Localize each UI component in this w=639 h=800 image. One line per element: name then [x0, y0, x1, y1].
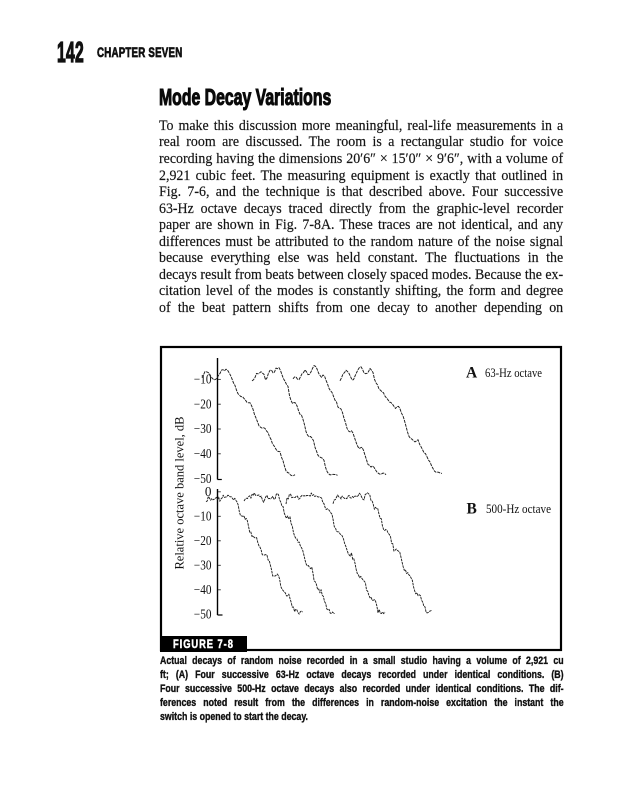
svg-text:−10: −10 [194, 372, 212, 387]
svg-text:−50: −50 [194, 471, 212, 486]
svg-text:−40: −40 [194, 582, 212, 597]
svg-text:−20: −20 [194, 396, 212, 411]
svg-text:−30: −30 [194, 558, 212, 573]
svg-text:Relative octave band level, dB: Relative octave band level, dB [173, 416, 187, 569]
svg-text:−50: −50 [194, 607, 212, 622]
svg-text:A: A [466, 364, 478, 381]
svg-text:500-Hz octave: 500-Hz octave [486, 502, 551, 516]
svg-text:B: B [467, 501, 477, 518]
svg-text:−10: −10 [194, 509, 212, 524]
svg-text:−40: −40 [194, 446, 212, 461]
svg-text:−20: −20 [194, 533, 212, 548]
svg-text:−30: −30 [194, 421, 212, 436]
svg-text:0: 0 [205, 484, 212, 499]
svg-text:63-Hz octave: 63-Hz octave [485, 366, 542, 380]
